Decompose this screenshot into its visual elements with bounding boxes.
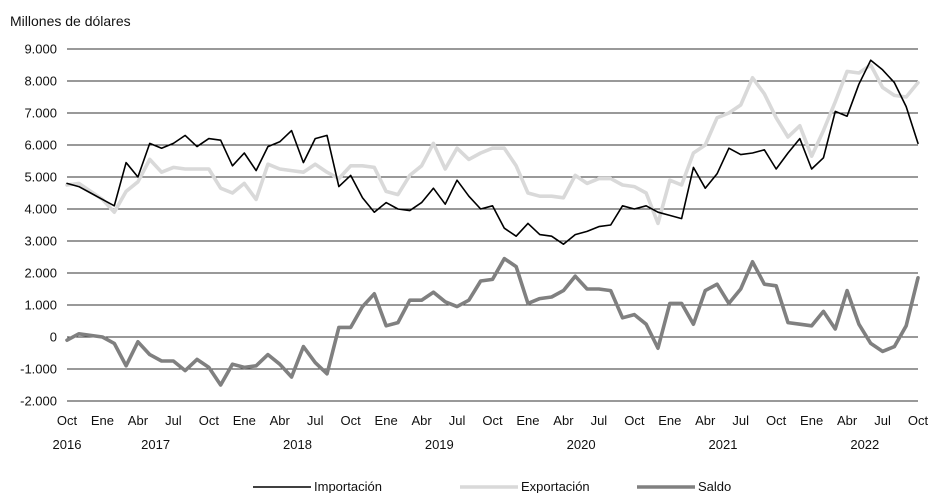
x-tick-label: Jul bbox=[732, 413, 749, 428]
x-tick-label: Oct bbox=[341, 413, 362, 428]
x-year-label: 2022 bbox=[850, 437, 879, 452]
y-tick-label: 5.000 bbox=[24, 170, 57, 185]
x-tick-label: Oct bbox=[624, 413, 645, 428]
x-year-label: 2018 bbox=[283, 437, 312, 452]
y-tick-label: -1.000 bbox=[20, 362, 57, 377]
x-tick-label: Abr bbox=[837, 413, 858, 428]
y-tick-labels: -2.000 -1.000 0 1.000 2.000 3.000 4.000 5.000 6.… bbox=[20, 42, 57, 409]
gridlines bbox=[67, 48, 918, 402]
x-tick-label: Abr bbox=[411, 413, 432, 428]
x-tick-label: Ene bbox=[800, 413, 823, 428]
x-tick-label: Jul bbox=[165, 413, 182, 428]
y-tick-label: -2.000 bbox=[20, 394, 57, 409]
x-tick-label: Oct bbox=[57, 413, 78, 428]
y-tick-label: 3.000 bbox=[24, 234, 57, 249]
legend: Importación Exportación Saldo bbox=[253, 479, 731, 493]
x-tick-label: Abr bbox=[695, 413, 716, 428]
y-tick-label: 9.000 bbox=[24, 42, 57, 57]
x-year-label: 2020 bbox=[567, 437, 596, 452]
y-tick-label: 6.000 bbox=[24, 138, 57, 153]
x-tick-label: Oct bbox=[199, 413, 220, 428]
x-tick-label: Oct bbox=[482, 413, 503, 428]
x-axis: Oct Ene Abr Jul Oct Ene Abr Jul Oct Ene Abr Jul Oct E… bbox=[53, 413, 929, 452]
x-tick-label: Jul bbox=[307, 413, 324, 428]
x-tick-label: Ene bbox=[516, 413, 539, 428]
y-tick-label: 2.000 bbox=[24, 266, 57, 281]
y-tick-label: 0 bbox=[50, 330, 57, 345]
x-year-label: 2021 bbox=[709, 437, 738, 452]
x-tick-label: Jul bbox=[591, 413, 608, 428]
x-tick-label: Oct bbox=[766, 413, 787, 428]
x-tick-label: Jul bbox=[874, 413, 891, 428]
series-line-1 bbox=[65, 63, 920, 226]
y-tick-label: 4.000 bbox=[24, 202, 57, 217]
legend-label: Importación bbox=[314, 479, 382, 493]
x-tick-label: Abr bbox=[553, 413, 574, 428]
series-line-0 bbox=[66, 59, 919, 245]
legend-label: Exportación bbox=[521, 479, 590, 493]
x-tick-label: Ene bbox=[375, 413, 398, 428]
x-year-label: 2019 bbox=[425, 437, 454, 452]
x-tick-label: Ene bbox=[233, 413, 256, 428]
x-year-label: 2017 bbox=[141, 437, 170, 452]
x-tick-label: Ene bbox=[658, 413, 681, 428]
y-tick-label: 8.000 bbox=[24, 74, 57, 89]
y-axis-title: Millones de dólares bbox=[10, 13, 131, 29]
x-tick-label: Abr bbox=[270, 413, 291, 428]
x-tick-label: Jul bbox=[449, 413, 466, 428]
x-tick-label: Ene bbox=[91, 413, 114, 428]
x-tick-label: Oct bbox=[908, 413, 929, 428]
x-tick-label: Abr bbox=[128, 413, 149, 428]
legend-label: Saldo bbox=[698, 479, 731, 493]
y-tick-label: 7.000 bbox=[24, 106, 57, 121]
y-tick-label: 1.000 bbox=[24, 298, 57, 313]
x-year-label: 2016 bbox=[53, 437, 82, 452]
series-lines bbox=[65, 59, 920, 387]
series-line-2 bbox=[65, 256, 920, 387]
